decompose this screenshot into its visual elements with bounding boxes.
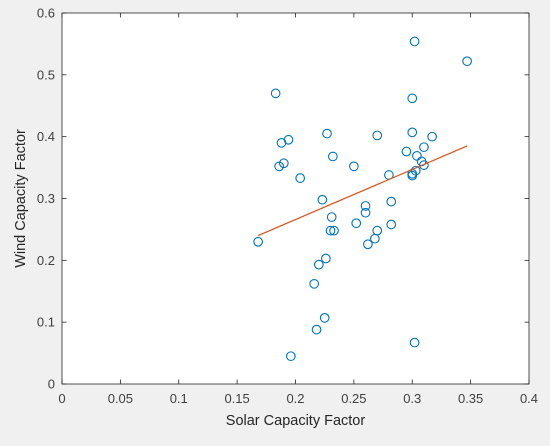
- y-axis-label: Wind Capacity Factor: [13, 129, 29, 268]
- data-point: [360, 207, 371, 218]
- x-tick-label: 0.05: [108, 391, 133, 406]
- data-point: [283, 134, 294, 145]
- axes: [61, 12, 530, 385]
- data-point: [419, 142, 429, 153]
- data-point: [326, 212, 337, 222]
- data-point: [360, 201, 371, 211]
- data-point: [325, 225, 336, 236]
- data-point: [351, 218, 362, 229]
- data-point: [328, 151, 338, 162]
- y-tick-label: 0: [48, 377, 55, 392]
- x-tick-label: 0.25: [341, 391, 366, 406]
- data-point: [329, 225, 339, 236]
- data-point: [253, 236, 263, 247]
- data-point: [427, 131, 437, 142]
- x-tick-label: 0: [58, 391, 65, 406]
- data-point: [314, 259, 324, 270]
- x-tick-label: 0.1: [170, 391, 188, 406]
- data-point: [410, 165, 421, 176]
- plot-area: [62, 13, 529, 384]
- y-tick-labels: 0 0.1 0.2 0.3 0.4 0.5 0.6: [37, 6, 55, 392]
- fit-line: [257, 145, 468, 237]
- data-point: [309, 278, 320, 289]
- data-point: [363, 239, 373, 250]
- y-tick-label: 0.5: [37, 67, 55, 82]
- y-tick-label: 0.3: [37, 191, 55, 206]
- data-point: [278, 158, 289, 169]
- x-tick-labels: 0 0.05 0.1 0.15 0.2 0.25 0.3 0.35 0.4: [58, 391, 538, 406]
- y-tick-label: 0.1: [37, 315, 55, 330]
- data-point: [407, 93, 418, 104]
- data-point: [321, 253, 331, 264]
- data-point: [386, 219, 397, 230]
- fit-line-group: [257, 145, 468, 237]
- data-point: [386, 196, 397, 207]
- data-point: [270, 88, 281, 99]
- x-tick-label: 0.35: [458, 391, 483, 406]
- data-point: [409, 337, 420, 348]
- data-points: [253, 36, 472, 362]
- y-tick-label: 0.6: [37, 6, 55, 21]
- data-point: [401, 146, 412, 157]
- data-point: [372, 225, 383, 236]
- x-tick-label: 0.4: [520, 391, 538, 406]
- data-point: [311, 324, 322, 335]
- data-point: [462, 56, 472, 67]
- data-point: [285, 351, 296, 362]
- data-point: [319, 312, 330, 323]
- y-tick-label: 0.2: [37, 253, 55, 268]
- y-tick-label: 0.4: [37, 129, 55, 144]
- x-axis-label: Solar Capacity Factor: [226, 413, 366, 429]
- x-tick-label: 0.3: [403, 391, 421, 406]
- data-point: [317, 194, 328, 205]
- data-point: [407, 170, 418, 181]
- data-point: [419, 160, 429, 170]
- data-point: [409, 36, 420, 47]
- data-point: [322, 128, 332, 139]
- data-point: [295, 173, 306, 183]
- data-point: [407, 127, 418, 138]
- data-point: [349, 161, 359, 172]
- x-tick-label: 0.15: [224, 391, 249, 406]
- data-point: [372, 130, 383, 141]
- x-tick-label: 0.2: [286, 391, 304, 406]
